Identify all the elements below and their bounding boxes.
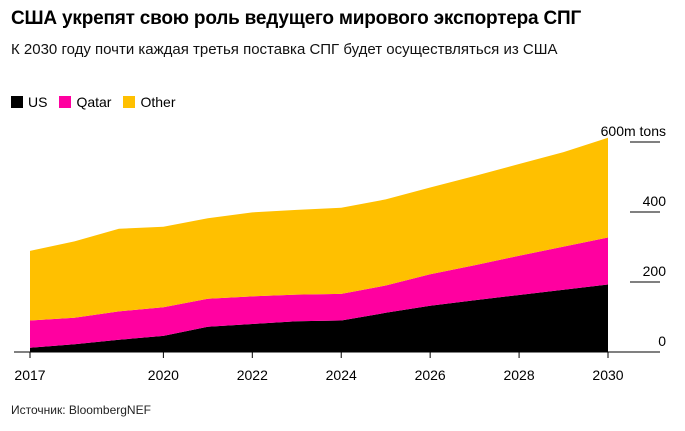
x-tick-label-2017: 2017 <box>14 367 45 383</box>
area-qatar <box>30 237 608 348</box>
x-tick-label-2030: 2030 <box>592 367 623 383</box>
legend-label-us: US <box>28 94 48 110</box>
legend-swatch-us <box>11 96 23 108</box>
chart-title: США укрепят свою роль ведущего мирового … <box>11 8 582 29</box>
legend-swatch-qatar <box>59 96 72 108</box>
legend-label-qatar: Qatar <box>76 94 112 110</box>
x-tick-label-2022: 2022 <box>237 367 268 383</box>
legend: US Qatar Other <box>11 94 175 110</box>
source-note: Источник: BloombergNEF <box>11 403 151 417</box>
x-tick-label-2026: 2026 <box>415 367 446 383</box>
x-tick-label-2024: 2024 <box>326 367 357 383</box>
legend-item-qatar: Qatar <box>59 94 111 110</box>
area-us <box>30 284 608 352</box>
y-tick-label-0: 0 <box>658 333 666 349</box>
legend-swatch-other <box>123 96 136 108</box>
legend-label-other: Other <box>140 94 176 110</box>
x-tick-label-2020: 2020 <box>148 367 179 383</box>
area-other <box>30 137 608 321</box>
x-tick-label-2028: 2028 <box>503 367 534 383</box>
y-tick-label-200: 200 <box>643 263 667 279</box>
legend-item-other: Other <box>123 94 175 110</box>
chart-subtitle: К 2030 году почти каждая третья поставка… <box>11 41 558 58</box>
y-tick-label-600: 600m tons <box>601 123 666 139</box>
legend-item-us: US <box>11 94 47 110</box>
y-tick-label-400: 400 <box>643 193 667 209</box>
